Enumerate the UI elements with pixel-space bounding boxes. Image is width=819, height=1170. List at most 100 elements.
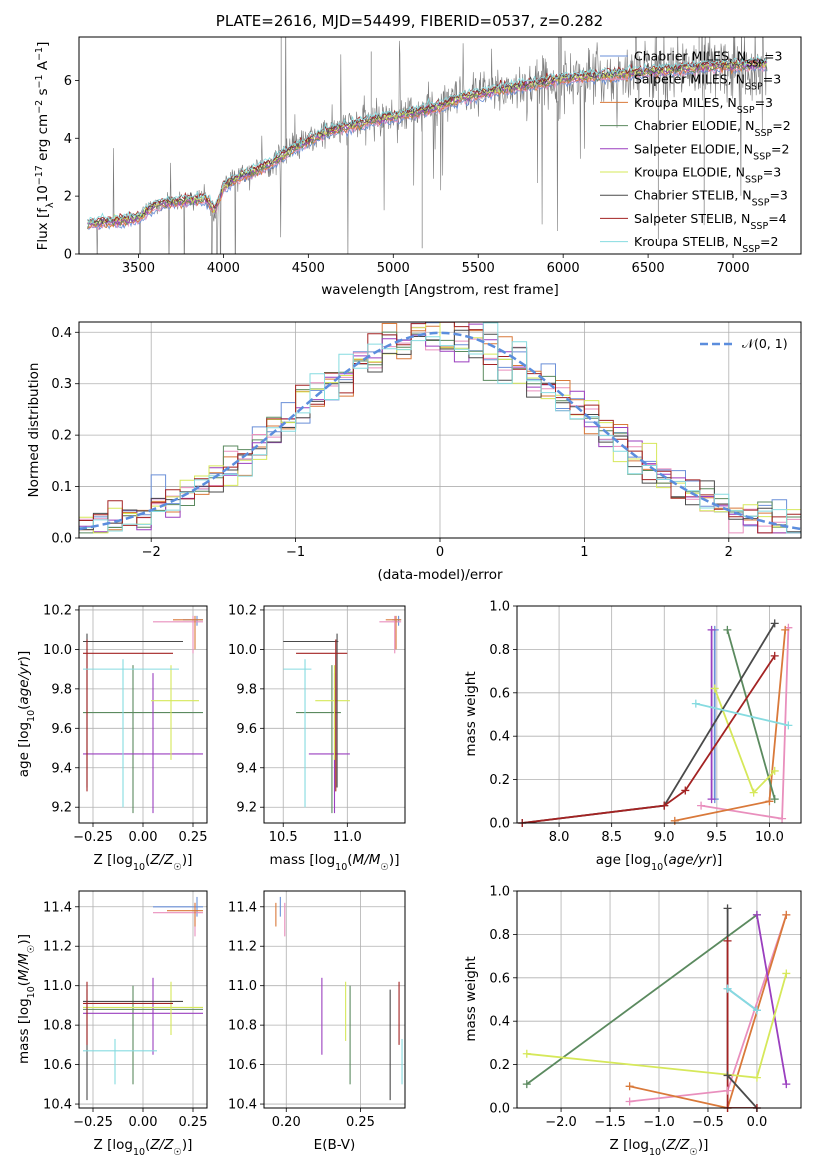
weight-marker: [710, 684, 719, 693]
legend-label: Salpeter ELODIE, NSSP=2: [634, 141, 789, 162]
axes-frame: [263, 605, 406, 824]
x-tick-label: 9.5: [707, 830, 728, 845]
weight-line: [522, 622, 776, 823]
y-axis-label: mass weight: [463, 671, 479, 756]
y-tick-label: 0.0: [489, 817, 510, 832]
y-tick-label: 10.6: [228, 1058, 257, 1073]
weight-marker: [782, 1080, 791, 1089]
y-tick-label: 11.0: [228, 979, 257, 994]
y-tick-label: 9.6: [51, 722, 72, 737]
y-tick-label: 10.4: [228, 1098, 257, 1113]
y-tick-label: 10.6: [43, 1058, 72, 1073]
y-tick-label: 0.4: [489, 730, 510, 745]
y-axis-label: age [log10(age/yr)]: [16, 651, 37, 777]
weight-marker: [765, 797, 774, 806]
y-tick-label: 10.2: [228, 603, 257, 618]
x-tick-label: −0.25: [73, 830, 113, 845]
x-tick-label: 6500: [632, 261, 665, 276]
y-tick-label: 9.6: [236, 722, 257, 737]
weight-line: [526, 914, 758, 1085]
y-tick-label: 10.2: [43, 603, 72, 618]
x-tick-label: 0.25: [179, 830, 208, 845]
weight-line: [522, 655, 776, 823]
y-tick-label: 11.2: [43, 940, 72, 955]
weight-marker: [770, 766, 779, 775]
plot-area: [79, 322, 801, 534]
panel-residuals: −2 −1 0 1 2 0.0 0.1 0.2 0.3 0.4 𝒩(0, 1) (data-model…: [26, 321, 802, 583]
legend-label: Kroupa MILES, NSSP=3: [634, 95, 773, 116]
plot-area: [526, 908, 788, 1108]
x-tick-label: 4000: [207, 261, 240, 276]
legend-label: Chabrier ELODIE, NSSP=2: [634, 118, 791, 139]
x-tick-label: 5500: [462, 261, 495, 276]
y-tick-label: 2: [64, 190, 72, 205]
weight-marker: [782, 969, 791, 978]
x-tick-label: 0.25: [346, 1115, 375, 1130]
legend-label: Chabrier STELIB, NSSP=3: [634, 188, 788, 209]
x-tick-label: 4500: [292, 261, 325, 276]
x-tick-label: −2: [142, 545, 161, 560]
weight-marker: [681, 786, 690, 795]
y-tick-label: 0.2: [489, 773, 510, 788]
plot-area: [83, 896, 203, 1101]
x-tick-label: 0.00: [129, 830, 158, 845]
weight-marker: [723, 1086, 732, 1095]
y-axis-label: Normed distribution: [26, 363, 42, 498]
y-tick-label: 9.4: [236, 761, 257, 776]
weight-marker: [752, 910, 761, 919]
y-tick-label: 9.4: [51, 761, 72, 776]
weight-marker: [770, 619, 779, 628]
residual-histogram-kroupa-elodie: [79, 322, 801, 534]
weight-marker: [625, 1097, 634, 1106]
weight-marker: [723, 625, 732, 634]
axes-frame: [78, 36, 802, 255]
axes-frame: [263, 890, 406, 1109]
x-tick-label: −0.25: [73, 1115, 113, 1130]
y-axis-label: mass weight: [463, 956, 479, 1041]
y-axis-label: Flux [fλ10−17 erg cm−2 s−1 A−1]: [34, 42, 56, 251]
legend-label: Kroupa ELODIE, NSSP=3: [634, 165, 781, 186]
weight-marker: [691, 699, 700, 708]
y-tick-label: 1.0: [489, 885, 510, 900]
weight-marker: [707, 795, 716, 804]
weight-marker: [778, 814, 787, 823]
panel-mass_vs_ebv: 0.20 0.25 10.4 10.6 10.8 11.0 11.2 11.4 E(B-V): [228, 890, 406, 1153]
x-axis-label: Z [log10(Z/Z☉)]: [94, 852, 193, 873]
panel-weight_vs_Z: −2.0 −1.5 −1.0 −0.5 0.0 0.0 0.2 0.4 0.6 0.8 1.0 Z […: [463, 885, 802, 1158]
normal-curve: [79, 331, 801, 531]
x-tick-label: 0.0: [747, 1115, 768, 1130]
x-axis-label: mass [log10(M/M☉)]: [270, 852, 400, 873]
weight-line: [713, 688, 776, 795]
x-tick-label: 10.5: [269, 830, 298, 845]
y-tick-label: 0.8: [489, 928, 510, 943]
weight-marker: [660, 801, 669, 810]
y-tick-label: 10.4: [43, 1098, 72, 1113]
y-tick-label: 0.6: [489, 971, 510, 986]
y-tick-label: 11.4: [228, 900, 257, 915]
panel-age_vs_Z: −0.25 0.00 0.25 9.2 9.4 9.6 9.8 10.0 10.2 Z [log1…: [16, 603, 208, 873]
x-axis-label: Z [log10(Z/Z☉)]: [94, 1137, 193, 1158]
x-tick-label: 8.5: [601, 830, 622, 845]
plot-area: [522, 622, 790, 823]
legend-label: Salpeter MILES, NSSP=3: [634, 72, 781, 93]
weight-line: [726, 629, 776, 800]
weight-line: [674, 629, 787, 822]
weight-marker: [770, 795, 779, 804]
weight-marker: [782, 910, 791, 919]
x-tick-label: 1: [580, 545, 588, 560]
weight-marker: [670, 816, 679, 825]
x-tick-label: 2: [725, 545, 733, 560]
x-tick-label: 0.25: [179, 1115, 208, 1130]
weight-marker: [723, 1071, 732, 1080]
y-tick-label: 10.0: [43, 643, 72, 658]
weight-marker: [752, 1073, 761, 1082]
figure-title: PLATE=2616, MJD=54499, FIBERID=0537, z=0…: [215, 12, 604, 30]
x-tick-label: −1: [286, 545, 305, 560]
x-tick-label: 0.00: [129, 1115, 158, 1130]
y-tick-label: 0.3: [51, 377, 72, 392]
panel-spectrum: 3500 4000 4500 5000 5500 6000 6500 7000 0 2 4 6 Chab…: [34, 36, 802, 298]
weight-marker: [784, 721, 793, 730]
y-tick-label: 11.2: [228, 940, 257, 955]
model-line-kroupa-stelib: [87, 54, 768, 224]
